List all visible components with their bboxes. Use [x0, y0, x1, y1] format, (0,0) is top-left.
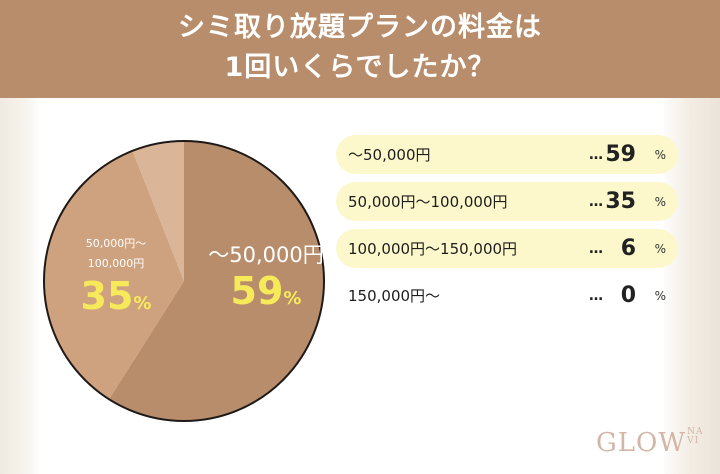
pie-label-secondary-range-1: 50,000円〜 [85, 237, 147, 250]
title-line-2: 1回いくらでしたか？ [224, 52, 496, 83]
brand-logo: GLOWNA VI [596, 428, 707, 459]
legend-value: 59 [605, 142, 636, 167]
legend-dots: … [589, 193, 603, 210]
legend-unit: % [654, 241, 666, 256]
legend: 〜50,000円 … 59 % 50,000円〜100,000円 … 35 % … [336, 135, 678, 323]
legend-dots: … [589, 287, 603, 304]
slice-100000-150000 [132, 141, 184, 281]
legend-unit: % [654, 147, 666, 162]
legend-unit: % [654, 288, 666, 303]
chart-title: シミ取り放題プランの料金は 1回いくらでしたか？ [0, 0, 720, 98]
legend-value: 35 [605, 189, 636, 214]
pie-main-pct-sign: % [283, 288, 302, 309]
pie-label-main-pct: 59% [206, 269, 326, 321]
title-line-1: シミ取り放題プランの料金は [178, 12, 542, 43]
legend-label: 〜50,000円 [348, 146, 431, 164]
logo-sub-bottom: VI [687, 436, 700, 446]
legend-label: 150,000円〜 [348, 287, 441, 305]
pie-label-main-range: 〜50,000円 [208, 243, 324, 267]
legend-row: 100,000円〜150,000円 … 6 % [336, 229, 678, 268]
legend-label: 50,000円〜100,000円 [348, 193, 508, 211]
pie-label-secondary: 50,000円〜 100,000円 35% [70, 234, 162, 326]
background-texture-left [0, 98, 38, 474]
pie-main-value: 59 [230, 269, 284, 313]
pie-svg [43, 140, 325, 422]
legend-label: 100,000円〜150,000円 [348, 240, 518, 258]
logo-sub: NA VI [687, 428, 707, 446]
pie-label-main: 〜50,000円 59% [206, 239, 326, 321]
logo-sub-top: NA [687, 427, 704, 437]
legend-unit: % [654, 194, 666, 209]
legend-row: 〜50,000円 … 59 % [336, 135, 678, 174]
legend-dots: … [589, 240, 603, 257]
slice-50000-100000 [43, 150, 185, 400]
legend-dots: … [589, 146, 603, 163]
pie-label-secondary-range-2: 100,000円 [87, 257, 145, 270]
pie-secondary-value: 35 [80, 274, 134, 318]
pie-chart [42, 139, 326, 423]
logo-main: GLOW [596, 428, 687, 458]
legend-row: 50,000円〜100,000円 … 35 % [336, 182, 678, 221]
legend-value: 6 [620, 236, 636, 261]
pie-outline [43, 140, 325, 422]
legend-row: 150,000円〜 … 0 % [336, 276, 678, 315]
legend-value: 0 [620, 283, 636, 308]
pie-secondary-pct-sign: % [133, 293, 152, 314]
slice-under-50000 [109, 141, 325, 421]
pie-label-secondary-pct: 35% [70, 274, 162, 326]
